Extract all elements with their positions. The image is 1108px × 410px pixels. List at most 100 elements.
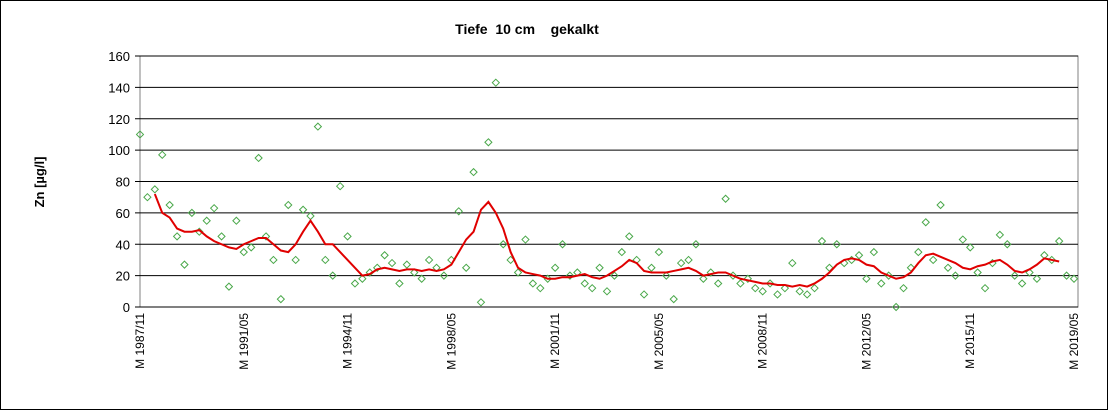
data-point [335, 181, 345, 191]
y-tick-label: 140 [108, 80, 130, 95]
x-tick-label: M 2012/05 [859, 313, 873, 370]
data-point [647, 263, 656, 272]
data-point [995, 230, 1005, 240]
chart-title: Tiefe 10 cm gekalkt [455, 21, 599, 37]
data-point [150, 185, 160, 194]
x-tick-label: M 1991/05 [237, 313, 251, 370]
data-point [713, 279, 723, 288]
data-point [899, 283, 908, 293]
data-point [1010, 271, 1019, 280]
data-point [891, 302, 901, 312]
data-point [417, 274, 426, 283]
data-point [743, 274, 753, 283]
data-point [469, 167, 478, 177]
data-point [1062, 271, 1071, 280]
data-point [625, 232, 634, 241]
data-point [914, 247, 923, 257]
data-point [595, 263, 604, 272]
data-point [410, 268, 419, 277]
data-point [424, 255, 434, 265]
data-point [788, 258, 797, 268]
data-point [587, 283, 597, 293]
data-point [721, 194, 730, 203]
data-point [1003, 240, 1012, 249]
data-point [699, 274, 708, 283]
data-point [372, 263, 382, 272]
data-point [180, 260, 189, 269]
data-point [246, 243, 256, 252]
data-point [165, 200, 174, 210]
data-point [187, 208, 197, 218]
data-point [773, 290, 782, 299]
data-point [172, 232, 182, 241]
data-point [676, 258, 686, 268]
data-point [765, 279, 775, 288]
data-point [484, 138, 493, 147]
data-point [550, 263, 560, 272]
data-point [402, 260, 412, 269]
data-point [350, 279, 360, 288]
data-point [565, 271, 575, 280]
x-tick-label: M 2008/11 [756, 313, 770, 369]
data-point [439, 271, 449, 280]
data-point [1017, 279, 1027, 288]
x-tick-label: M 2001/11 [548, 313, 562, 369]
data-point [491, 78, 501, 87]
data-point [217, 232, 226, 241]
data-point [706, 268, 715, 277]
data-point [232, 216, 241, 225]
data-point [521, 235, 530, 244]
data-point [358, 274, 367, 283]
x-tick-label: M 2019/05 [1067, 313, 1081, 370]
data-point [209, 203, 219, 213]
data-point [202, 216, 211, 225]
data-point [321, 255, 330, 265]
data-point [499, 240, 508, 249]
data-point [966, 243, 975, 252]
data-point [143, 192, 152, 202]
data-point [276, 294, 286, 304]
data-point [135, 130, 145, 139]
x-tick-label: M 1998/05 [444, 313, 458, 370]
y-tick-label: 60 [116, 206, 130, 221]
data-point [684, 255, 693, 265]
data-point [580, 279, 589, 288]
data-point [943, 263, 953, 272]
data-point [736, 279, 745, 288]
data-point [1054, 236, 1064, 246]
y-tick-label: 20 [116, 269, 130, 284]
data-point [224, 282, 234, 291]
data-point [832, 240, 842, 249]
data-point [454, 207, 463, 216]
data-point [558, 240, 567, 249]
data-point [284, 200, 293, 210]
data-point [936, 200, 945, 210]
y-tick-label: 40 [116, 237, 130, 252]
data-point [817, 236, 827, 246]
data-point [958, 235, 968, 244]
data-point [1032, 274, 1042, 283]
data-point [239, 247, 248, 257]
data-point [158, 150, 167, 160]
data-point [662, 271, 671, 280]
data-point [343, 232, 352, 241]
data-point [758, 287, 767, 296]
data-point [328, 271, 337, 280]
data-point [639, 290, 649, 299]
data-point [528, 279, 538, 288]
y-tick-label: 120 [108, 112, 130, 127]
data-point [365, 268, 375, 277]
data-point [476, 298, 486, 307]
data-point [387, 258, 397, 268]
y-axis-label: Zn [µg/l] [32, 157, 47, 208]
data-point [877, 279, 886, 288]
data-point [654, 247, 664, 257]
data-point [928, 255, 938, 265]
data-point [780, 283, 790, 293]
data-point [254, 153, 263, 163]
data-point [536, 283, 545, 293]
data-point [269, 255, 278, 265]
data-point [380, 251, 389, 260]
data-point [602, 287, 612, 296]
x-tick-label: M 1994/11 [341, 313, 355, 369]
